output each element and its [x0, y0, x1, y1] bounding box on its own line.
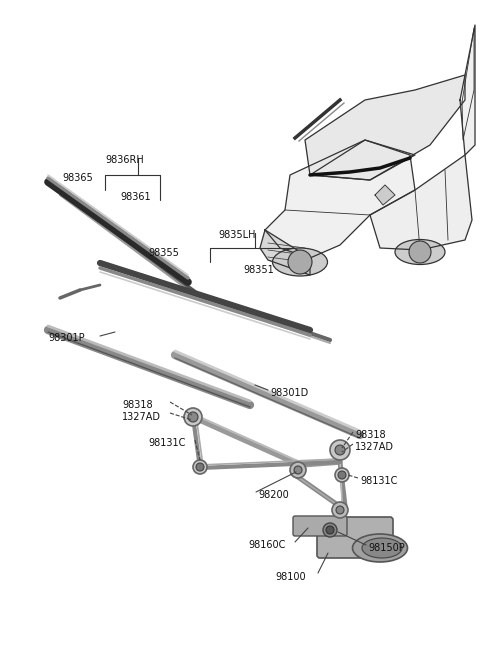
Circle shape [330, 440, 350, 460]
Circle shape [290, 462, 306, 478]
Circle shape [323, 523, 337, 537]
Circle shape [188, 412, 198, 422]
Circle shape [332, 502, 348, 518]
FancyBboxPatch shape [293, 516, 347, 536]
Polygon shape [265, 140, 415, 258]
Circle shape [335, 445, 345, 455]
Circle shape [294, 466, 302, 474]
Text: 98361: 98361 [120, 192, 151, 202]
Text: 98131C: 98131C [148, 438, 185, 448]
Text: 98150P: 98150P [368, 543, 405, 553]
Text: 98365: 98365 [62, 173, 93, 183]
Text: 98160C: 98160C [248, 540, 286, 550]
Text: 98301D: 98301D [270, 388, 308, 398]
Text: 98318: 98318 [355, 430, 385, 440]
Circle shape [326, 526, 334, 534]
Text: 9836RH: 9836RH [105, 155, 144, 165]
Ellipse shape [273, 248, 327, 276]
Text: 98100: 98100 [275, 572, 306, 582]
Polygon shape [260, 230, 310, 275]
Circle shape [196, 463, 204, 471]
Polygon shape [375, 185, 395, 205]
Text: 98131C: 98131C [360, 476, 397, 486]
Ellipse shape [362, 538, 402, 558]
Polygon shape [370, 155, 472, 250]
Circle shape [338, 471, 346, 479]
Ellipse shape [395, 240, 445, 265]
Polygon shape [310, 140, 415, 180]
Circle shape [193, 460, 207, 474]
Polygon shape [305, 75, 465, 180]
Text: 98318: 98318 [122, 400, 153, 410]
Polygon shape [460, 25, 475, 155]
Text: 98301P: 98301P [48, 333, 84, 343]
Ellipse shape [352, 534, 408, 562]
Text: 98200: 98200 [258, 490, 289, 500]
Circle shape [336, 506, 344, 514]
Circle shape [335, 468, 349, 482]
Text: 98351: 98351 [243, 265, 274, 275]
Circle shape [288, 250, 312, 274]
Text: 98355: 98355 [148, 248, 179, 258]
Text: 9835LH: 9835LH [218, 230, 255, 240]
Circle shape [409, 241, 431, 263]
Text: 1327AD: 1327AD [122, 412, 161, 422]
FancyBboxPatch shape [317, 517, 393, 558]
Circle shape [184, 408, 202, 426]
Text: 1327AD: 1327AD [355, 442, 394, 452]
